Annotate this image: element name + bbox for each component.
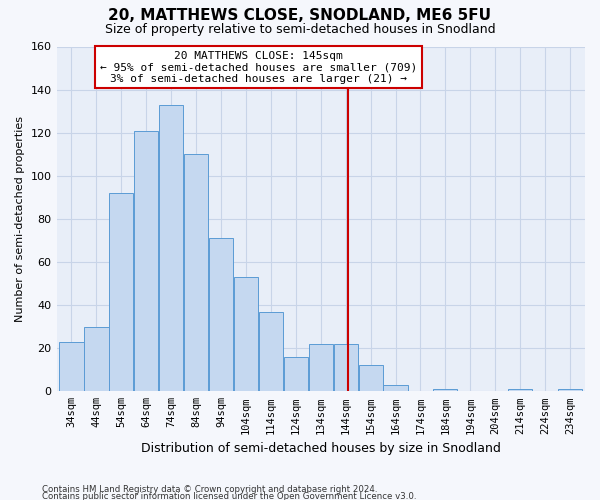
Bar [59,342,83,392]
Text: Contains HM Land Registry data © Crown copyright and database right 2024.: Contains HM Land Registry data © Crown c… [42,485,377,494]
Text: Contains public sector information licensed under the Open Government Licence v3: Contains public sector information licen… [42,492,416,500]
Text: 20 MATTHEWS CLOSE: 145sqm
← 95% of semi-detached houses are smaller (709)
3% of : 20 MATTHEWS CLOSE: 145sqm ← 95% of semi-… [100,51,417,84]
Y-axis label: Number of semi-detached properties: Number of semi-detached properties [15,116,25,322]
Bar [383,385,407,392]
Bar [159,104,183,392]
Bar [109,193,133,392]
Bar [259,312,283,392]
X-axis label: Distribution of semi-detached houses by size in Snodland: Distribution of semi-detached houses by … [141,442,501,455]
Text: 20, MATTHEWS CLOSE, SNODLAND, ME6 5FU: 20, MATTHEWS CLOSE, SNODLAND, ME6 5FU [109,8,491,22]
Bar [209,238,233,392]
Bar [359,366,383,392]
Bar [85,326,109,392]
Bar [433,389,457,392]
Bar [134,130,158,392]
Bar [558,389,582,392]
Bar [184,154,208,392]
Bar [334,344,358,392]
Bar [308,344,333,392]
Text: Size of property relative to semi-detached houses in Snodland: Size of property relative to semi-detach… [104,22,496,36]
Bar [234,277,258,392]
Bar [508,389,532,392]
Bar [284,357,308,392]
